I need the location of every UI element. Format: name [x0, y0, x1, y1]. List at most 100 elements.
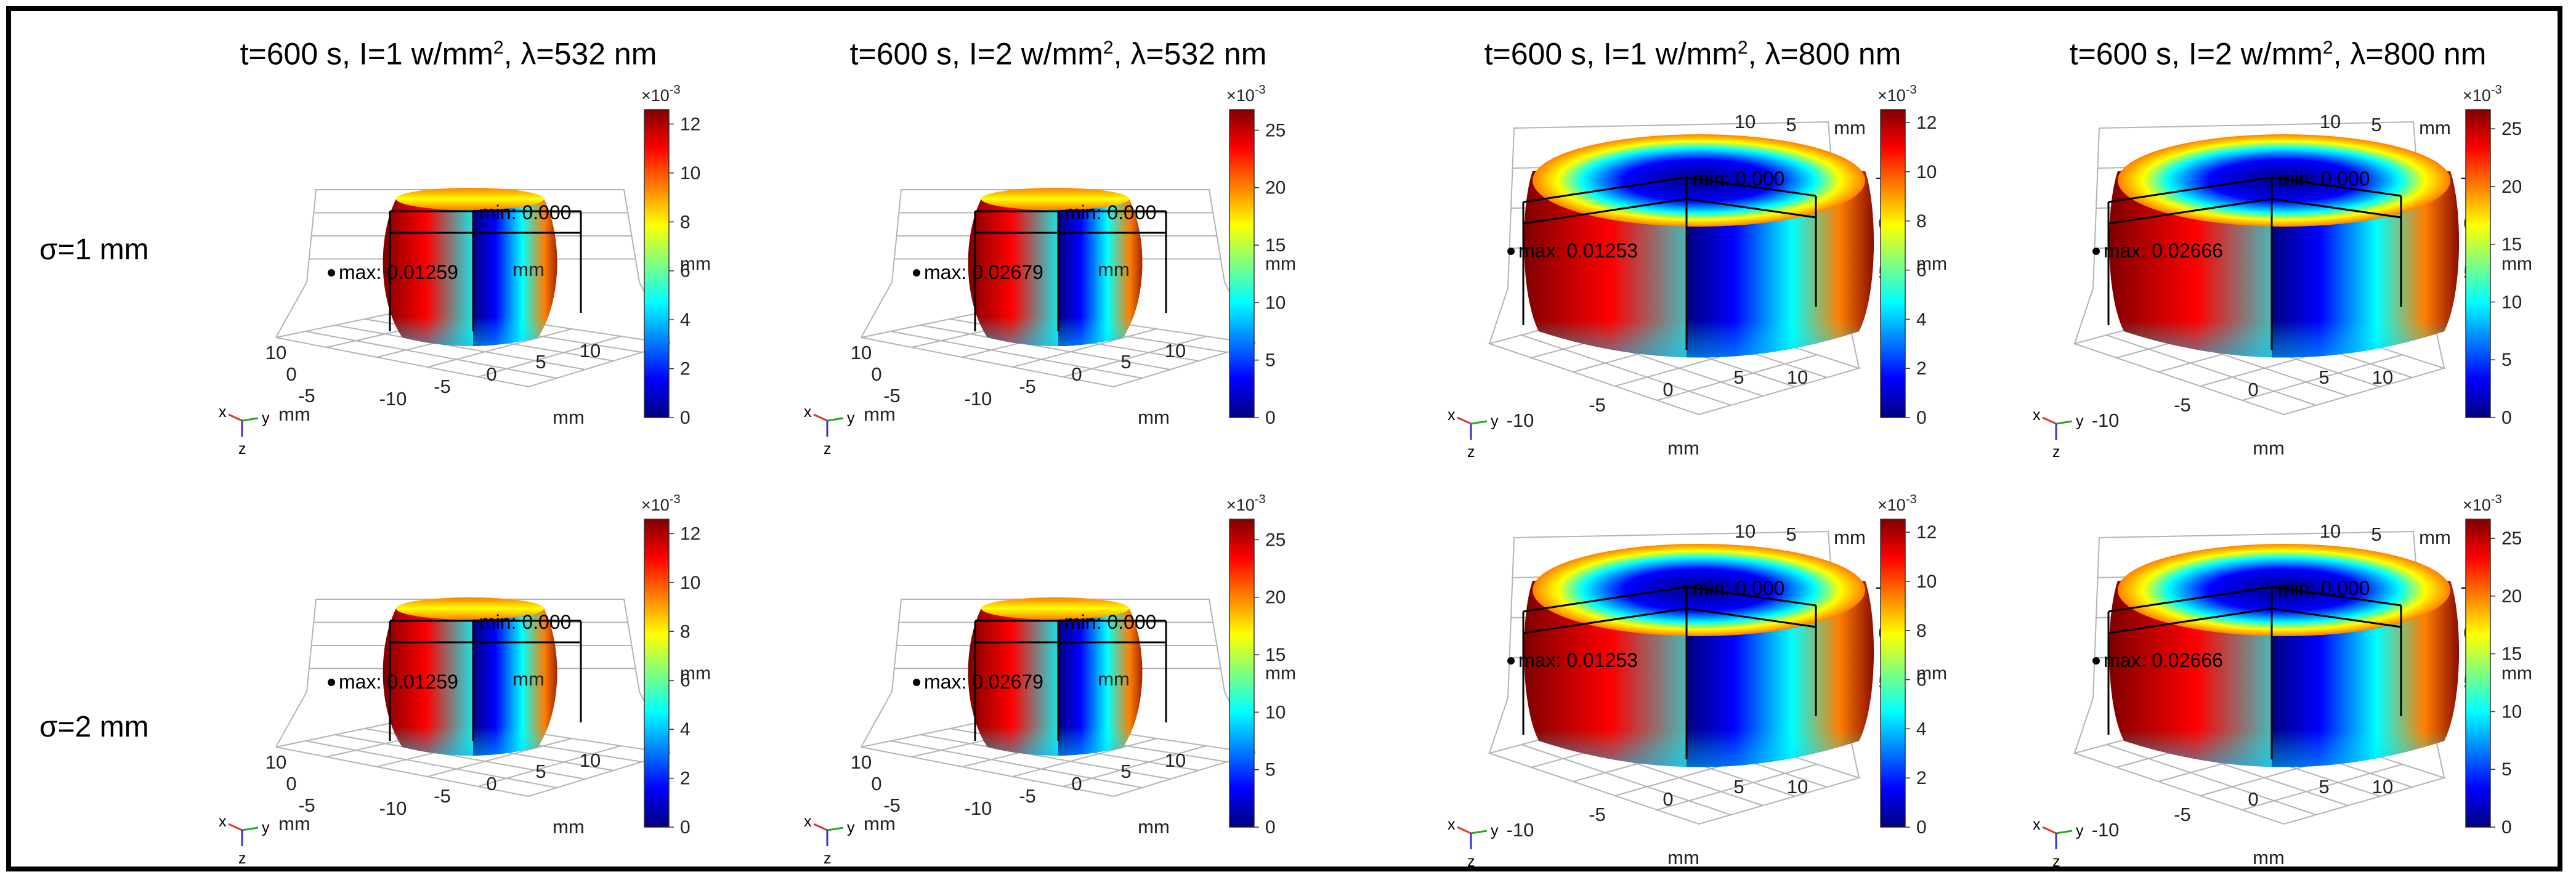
plot-panel-row2-col2: min: 0.000 max: 0.02679 10 0 -5 mm -10 -5 0 5 10 mm…	[769, 488, 1416, 883]
cut-plane-outline	[1522, 586, 1817, 759]
colorbar-tick-label: 15	[2501, 235, 2522, 255]
axis-unit-label: mm	[553, 406, 585, 428]
axis-triad: x yz	[2033, 406, 2084, 461]
colorbar-tick-label: 6	[1916, 261, 1927, 281]
colorbar-tick-label: 10	[1916, 162, 1937, 182]
colorbar-exponent: ×10-3	[1226, 493, 1266, 514]
x-tick: -5	[434, 785, 451, 807]
axis-unit-label: mm	[1098, 668, 1130, 690]
axis-triad: x yz	[2033, 816, 2084, 870]
x-tick: -5	[434, 376, 451, 397]
colorbar-tick-label: 25	[2501, 119, 2522, 139]
colorbar-tick-label: 6	[680, 671, 691, 691]
axis-unit-label: mm	[2419, 527, 2451, 548]
column-title-2: t=600 s, I=2 w/mm2, λ=532 nm	[849, 36, 1267, 71]
cylinder-bottom-shading	[968, 608, 1143, 756]
colorbar-tick-label: 5	[1265, 760, 1276, 780]
triad-x-label: x	[2033, 406, 2041, 424]
max-annotation: max: 0.01259	[339, 671, 458, 693]
max-point-marker	[913, 679, 920, 686]
colorbar-tick-label: 5	[1265, 350, 1276, 371]
axis-unit-label: mm	[1138, 406, 1170, 428]
triad-z-label: z	[238, 850, 246, 867]
x-tick: 0	[2248, 788, 2258, 810]
max-point-marker	[328, 679, 335, 686]
cylinder-top-cap	[396, 188, 544, 210]
axis-unit-label: mm	[1834, 527, 1866, 548]
colorbar-unit-label: mm	[680, 254, 711, 274]
colorbar	[2465, 519, 2491, 828]
x-tick: -5	[2174, 804, 2191, 825]
max-annotation: max: 0.01253	[1518, 240, 1638, 262]
axis-unit-label: mm	[1834, 117, 1866, 139]
x-tick: 5	[535, 351, 546, 373]
x-tick: 5	[1120, 761, 1131, 782]
colorbar-tick-label: 6	[680, 261, 691, 281]
y-tick: 10	[851, 342, 872, 363]
x-tick: 0	[1071, 363, 1082, 385]
axis-unit-label: mm	[278, 813, 310, 834]
plot-panel-row1-col1: min: 0.000 max: 0.01259 10 0 -5 mm -10 -5 0 5 10 mm…	[184, 79, 830, 473]
colorbar-tick-label: 25	[2501, 528, 2522, 549]
colorbar-unit-label: mm	[1916, 663, 1947, 684]
cut-plane-outline	[974, 620, 1167, 741]
x-tick: -5	[1019, 785, 1036, 807]
y-tick: 0	[871, 773, 881, 794]
x-tick: 10	[580, 340, 601, 362]
column-title-1: t=600 s, I=1 w/mm2, λ=532 nm	[240, 36, 657, 71]
row-label-sigma-2: σ=2 mm	[39, 711, 149, 743]
colorbar	[2465, 109, 2491, 418]
colorbar-tick-label: 2	[680, 359, 691, 379]
column-title-4: t=600 s, I=2 w/mm2, λ=800 nm	[2069, 36, 2487, 71]
colorbar-tick-label: 12	[680, 523, 700, 544]
triad-z-label: z	[1467, 853, 1475, 870]
triad-x-label: x	[2033, 816, 2041, 833]
row-label-sigma-1: σ=1 mm	[39, 233, 149, 266]
colorbar-tick-label: 0	[680, 408, 691, 428]
colorbar-exponent: ×10-3	[641, 83, 681, 105]
triad-x-label: x	[219, 813, 227, 830]
x-tick: 10	[1787, 366, 1808, 388]
x-tick: 10	[1165, 340, 1186, 362]
y-tick: 0	[286, 363, 296, 385]
cut-plane-outline	[2107, 586, 2402, 759]
axis-triad: x yz	[1448, 816, 1499, 870]
cut-plane-outline	[389, 210, 582, 331]
triad-y-label: y	[1491, 413, 1499, 430]
axis-unit-label: mm	[864, 403, 896, 425]
cylinder-top-cap	[981, 188, 1129, 210]
x-tick: 0	[486, 773, 496, 794]
colorbar	[1229, 519, 1255, 828]
max-point-marker	[1507, 657, 1515, 665]
x-tick: 5	[1733, 366, 1744, 388]
colorbar-exponent: ×10-3	[2463, 493, 2502, 514]
cylinder-top-cap	[2118, 544, 2450, 636]
cylinder-top-cap	[1533, 544, 1865, 636]
y-tick: 10	[265, 342, 286, 363]
colorbar-tick-label: 5	[2501, 350, 2512, 370]
axis-unit-label: mm	[1098, 259, 1130, 280]
axis-triad: x yz	[1448, 406, 1499, 461]
colorbar-unit-label: mm	[2501, 663, 2532, 684]
min-annotation: min: 0.000	[1693, 577, 1784, 599]
colorbar-exponent: ×10-3	[1877, 493, 1917, 514]
max-annotation: max: 0.01259	[339, 261, 458, 283]
axis-unit-label: mm	[864, 813, 896, 834]
colorbar-unit-label: mm	[1916, 254, 1947, 274]
colorbar-tick-label: 10	[1265, 702, 1286, 722]
triad-y-label: y	[1491, 822, 1499, 839]
colorbar-tick-label: 25	[1265, 530, 1286, 550]
axis-unit-label: mm	[553, 816, 585, 838]
colorbar-tick-label: 20	[1265, 178, 1286, 198]
colorbar-tick-label: 2	[680, 769, 691, 789]
triad-z-label: z	[2052, 853, 2060, 870]
colorbar-tick-label: 5	[2501, 759, 2512, 780]
colorbar-tick-label: 4	[1916, 309, 1927, 329]
colorbar-tick-label: 10	[1265, 293, 1286, 313]
colorbar	[1229, 109, 1255, 418]
